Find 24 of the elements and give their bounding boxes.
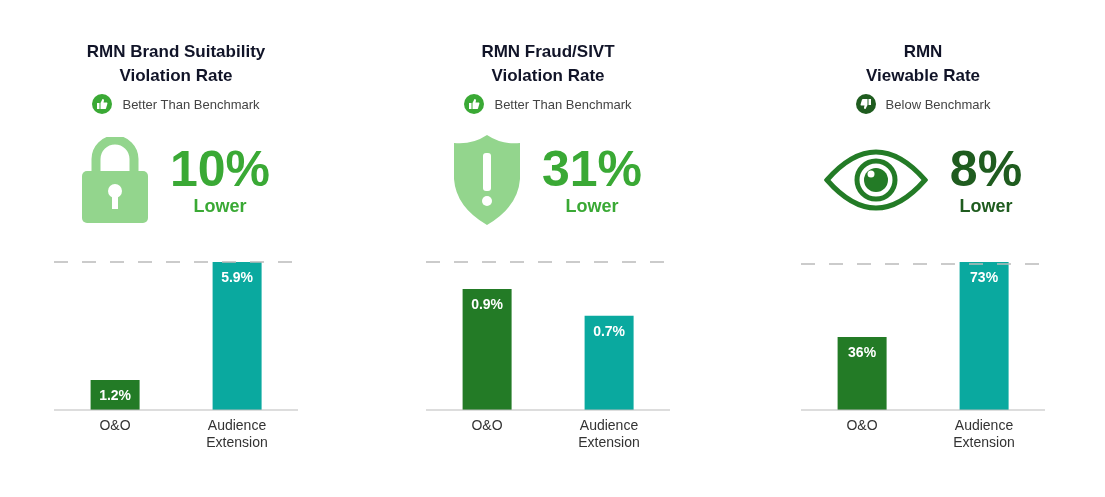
data-label: 5.9% (221, 268, 254, 285)
x-tick-label: O&O (471, 417, 503, 433)
data-label: 0.7% (593, 322, 626, 339)
text: Below Benchmark (885, 96, 991, 112)
text: 31% (541, 141, 643, 197)
text: Lower (958, 195, 1014, 217)
text: Lower (192, 195, 248, 217)
text: Better Than Benchmark (122, 96, 260, 112)
x-tick-label: Audience Extension (953, 417, 1015, 450)
chart-title: RMN Brand Suitability Violation Rate (85, 41, 267, 85)
text: Better Than Benchmark (494, 96, 632, 112)
chart-title: RMN Fraud/SIVT Violation Rate (480, 41, 616, 85)
chart-title: RMN Viewable Rate (865, 41, 981, 85)
x-tick-label: O&O (846, 417, 878, 433)
x-tick-label: Audience Extension (578, 417, 640, 450)
data-label: 1.2% (99, 386, 132, 403)
text: Lower (564, 195, 620, 217)
text: 8% (949, 141, 1023, 197)
x-tick-label: Audience Extension (206, 417, 268, 450)
text: 10% (169, 141, 271, 197)
x-tick-label: O&O (99, 417, 131, 433)
data-label: 0.9% (471, 295, 504, 312)
data-label: 73% (970, 268, 999, 285)
data-label: 36% (848, 343, 877, 360)
